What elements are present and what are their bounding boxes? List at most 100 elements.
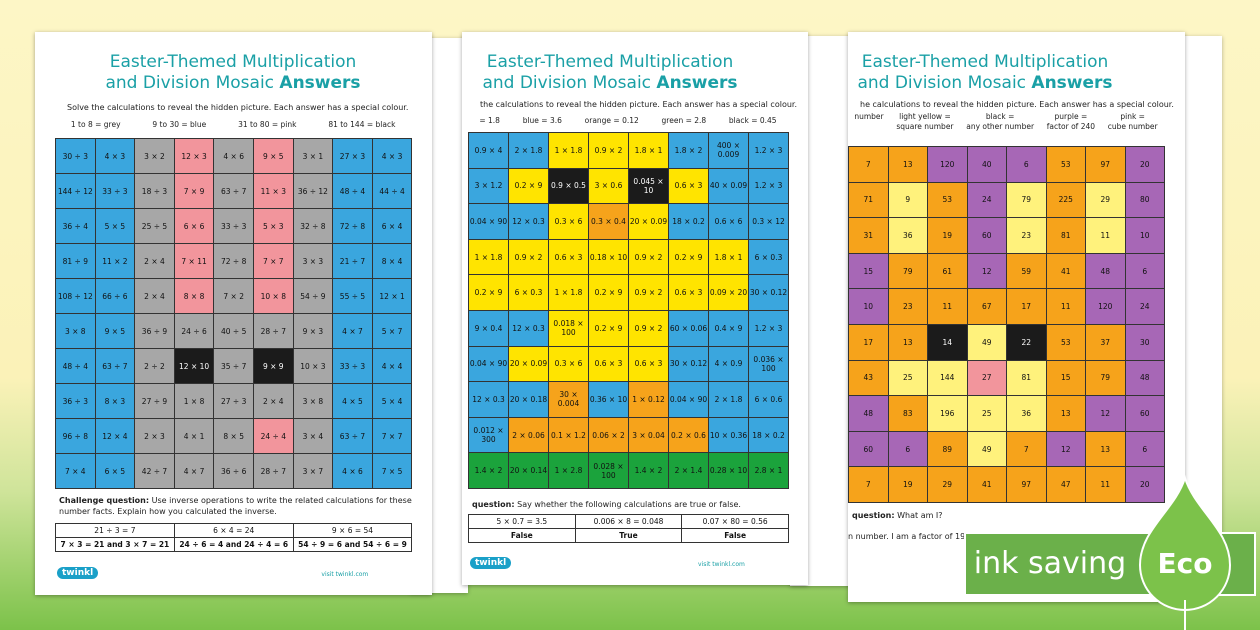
mosaic-cell: 9	[887, 181, 928, 219]
mosaic-cell: 8 × 3	[94, 383, 136, 419]
mosaic-cell: 0.2 × 0.6	[668, 416, 709, 454]
mosaic-cell: 10 × 0.36	[708, 416, 749, 454]
mosaic-cell: 12 × 0.3	[468, 381, 509, 418]
mosaic-cell: 97	[1085, 146, 1126, 183]
mosaic-cell: 0.028 × 100	[588, 452, 629, 489]
mosaic-cell: 0.6 × 3	[668, 167, 709, 205]
mosaic-cell: 4 × 6	[213, 138, 254, 174]
mosaic-cell: 13	[887, 146, 928, 183]
mosaic-cell: 0.9 × 2	[508, 238, 549, 276]
mosaic-cell: 6 × 0.3	[748, 238, 789, 276]
badge-eco: Eco	[1158, 547, 1213, 580]
mosaic-cell: 19	[887, 466, 928, 503]
answer-cell: 6 × 4 = 24	[173, 523, 294, 538]
mosaic-cell: 11	[1045, 288, 1086, 325]
mosaic-cell: 53	[927, 181, 968, 219]
mosaic-cell: 0.6 × 6	[708, 203, 749, 240]
mosaic-cell: 1.4 × 2	[628, 452, 669, 489]
mosaic-cell: 3 × 2	[134, 138, 175, 174]
key-item: number	[854, 112, 884, 121]
mosaic-cell: 40	[966, 146, 1007, 183]
mosaic-cell: 11 × 2	[94, 243, 136, 279]
challenge-label: question:	[852, 511, 895, 520]
mosaic-cell: 20 × 0.14	[508, 452, 549, 489]
mosaic-cell: 28 ÷ 7	[253, 453, 294, 489]
mosaic-cell: 6 × 0.3	[508, 274, 549, 311]
mosaic-cell: 79	[1085, 359, 1126, 397]
mosaic-cell: 7	[848, 146, 889, 183]
mosaic-cell: 2 × 4	[253, 383, 294, 419]
riddle: n number. I am a factor of 192	[848, 532, 971, 541]
mosaic-cell: 36	[887, 217, 928, 254]
mosaic-cell: 25 ÷ 5	[134, 208, 175, 244]
instructions: the calculations to reveal the hidden pi…	[480, 100, 798, 109]
title-text: and Division Mosaic	[482, 73, 652, 93]
mosaic-cell: 5 × 3	[253, 208, 294, 244]
mosaic-cell: 0.018 × 100	[548, 310, 589, 347]
mosaic-cell: 7	[1006, 430, 1047, 468]
mosaic-cell: 49	[966, 430, 1007, 468]
answer-cell: False	[681, 528, 789, 543]
mosaic-cell: 13	[1085, 430, 1126, 468]
title-bold: Answers	[656, 73, 738, 93]
mosaic-cell: 0.9 × 2	[628, 274, 669, 311]
mosaic-cell: 72 ÷ 8	[213, 243, 254, 279]
mosaic-cell: 27 ÷ 3	[213, 383, 254, 419]
mosaic-cell: 2 × 1.8	[708, 381, 749, 418]
mosaic-cell: 71	[848, 181, 889, 219]
key-item: light yellow = square number	[896, 112, 954, 131]
mosaic-cell: 33 ÷ 3	[213, 208, 254, 244]
worksheet: Easter-Themed Multiplication and Division…	[35, 32, 432, 595]
mosaic-cell: 10	[1124, 217, 1165, 254]
mosaic-cell: 9 × 3	[292, 313, 334, 349]
mosaic-cell: 1 × 1.8	[548, 132, 589, 169]
mosaic-cell: 41	[1045, 252, 1086, 290]
mosaic-cell: 97	[1006, 466, 1047, 503]
mosaic-cell: 24 ÷ 4	[253, 418, 294, 454]
mosaic-cell: 0.18 × 10	[588, 238, 629, 276]
mosaic-cell: 48	[1124, 359, 1165, 397]
title-line: and Division Mosaic Answers	[848, 73, 1145, 94]
mosaic-cell: 1.8 × 1	[708, 238, 749, 276]
mosaic-cell: 10	[848, 288, 889, 325]
title-bold: Answers	[1031, 73, 1113, 93]
mosaic-cell: 30 × 0.12	[748, 274, 789, 311]
mosaic-cell: 2 × 4	[134, 243, 175, 279]
mosaic-cell: 7 × 4	[55, 453, 96, 489]
mosaic-cell: 29	[1085, 181, 1126, 219]
mosaic-cell: 11 × 3	[253, 173, 294, 209]
mosaic-cell: 13	[887, 324, 928, 361]
mosaic-cell: 0.3 × 6	[548, 203, 589, 240]
mosaic-cell: 30 × 0.004	[548, 381, 589, 418]
mosaic-cell: 8 × 8	[173, 278, 215, 314]
mosaic-cell: 79	[887, 252, 928, 290]
mosaic-cell: 23	[887, 288, 928, 325]
mosaic-cell: 0.6 × 3	[668, 274, 709, 311]
title: Easter-Themed Multiplication and Division…	[73, 52, 393, 94]
mosaic-cell: 0.28 × 10	[708, 452, 749, 489]
mosaic-cell: 54 ÷ 9	[292, 278, 334, 314]
mosaic-cell: 24	[966, 181, 1007, 219]
mosaic-cell: 12 × 10	[173, 348, 215, 384]
mosaic-cell: 10 × 3	[292, 348, 334, 384]
mosaic-cell: 36 ÷ 9	[134, 313, 175, 349]
mosaic-cell: 33 ÷ 3	[94, 173, 136, 209]
mosaic-cell: 48 ÷ 4	[55, 348, 96, 384]
mosaic-cell: 2 × 1.4	[668, 452, 709, 489]
mosaic-cell: 225	[1045, 181, 1086, 219]
mosaic-cell: 12	[1085, 395, 1126, 432]
title-line: Easter-Themed Multiplication	[486, 52, 734, 72]
mosaic-cell: 35 ÷ 7	[213, 348, 254, 384]
footer-url: visit twinkl.com	[321, 571, 369, 578]
mosaic-cell: 81	[1006, 359, 1047, 397]
mosaic-cell: 8 × 5	[213, 418, 254, 454]
mosaic-cell: 22	[1006, 324, 1047, 361]
answer-cell: 24 ÷ 6 = 4 and 24 ÷ 4 = 6	[173, 537, 294, 552]
mosaic-cell: 36 ÷ 4	[55, 208, 96, 244]
mosaic-cell: 4 × 1	[173, 418, 215, 454]
mosaic-cell: 0.9 × 2	[628, 238, 669, 276]
challenge-label: Challenge question:	[59, 496, 150, 505]
challenge-text: Say whether the following calculations a…	[517, 500, 741, 509]
colour-key: = 1.8 blue = 3.6 orange = 0.12 green = 2.8 b…	[468, 116, 788, 126]
mosaic-cell: 0.6 × 3	[548, 238, 589, 276]
